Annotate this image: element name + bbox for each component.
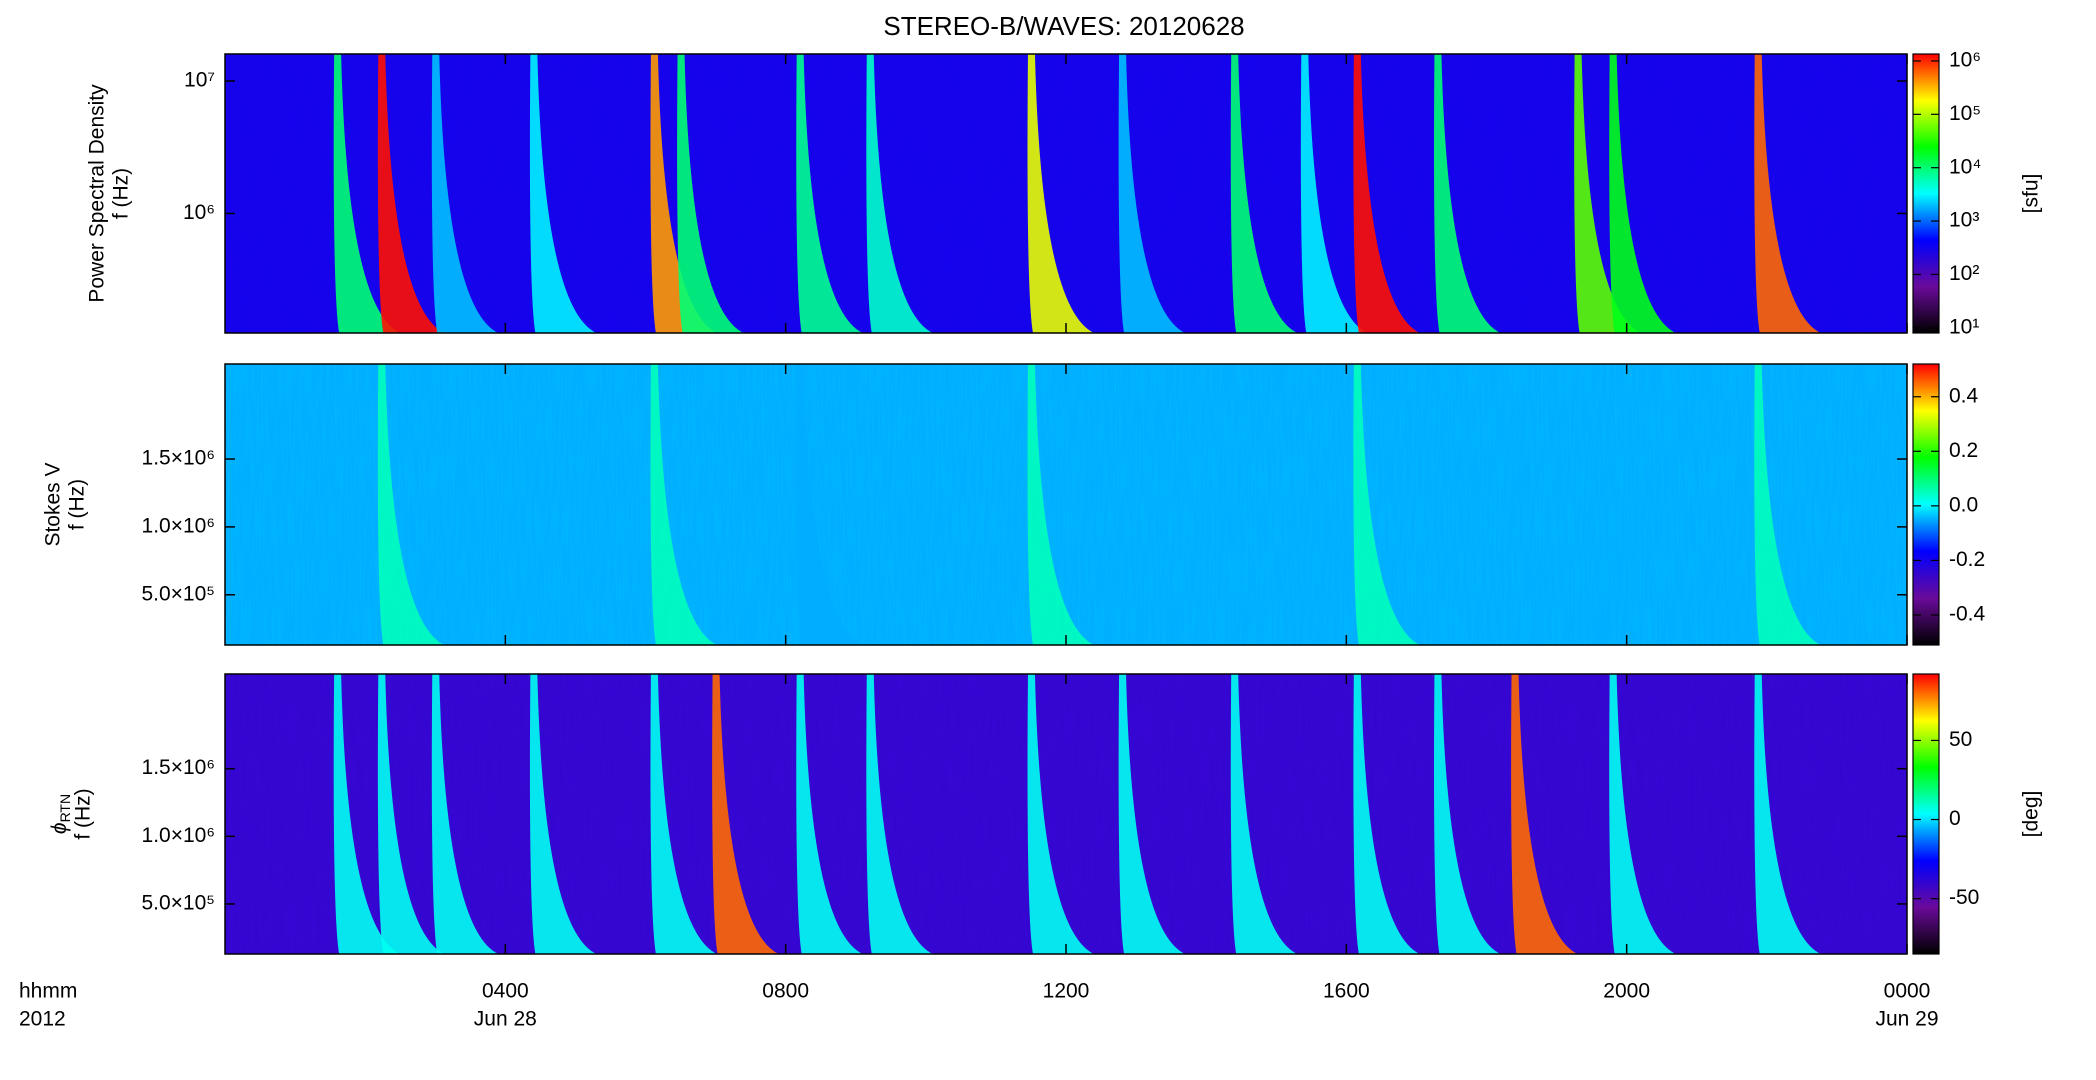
burst xyxy=(1574,54,1641,333)
colorbar-tick-label: 10⁴ xyxy=(1949,155,1981,178)
y-tick-label: 1.0×10⁶ xyxy=(142,514,215,537)
x-axis-label: hhmm xyxy=(19,980,77,1003)
burst xyxy=(377,364,445,645)
panel xyxy=(225,54,1907,333)
burst xyxy=(1230,674,1298,954)
burst xyxy=(1027,54,1095,333)
y-tick-label: 5.0×10⁵ xyxy=(141,582,215,605)
colorbar-label: [sfu] xyxy=(2020,174,2043,214)
y-axis-label-symbol: ϕ xyxy=(48,822,71,834)
y-axis-label-subscript: RTN xyxy=(57,794,73,823)
burst xyxy=(650,364,717,645)
burst xyxy=(1754,54,1821,333)
colorbar xyxy=(1912,363,1940,646)
burst xyxy=(1433,674,1501,954)
noise-texture xyxy=(225,674,1907,954)
panel xyxy=(225,364,1907,645)
x-tick-label: 0800 xyxy=(762,980,809,1003)
burst xyxy=(650,54,717,333)
x-tick-label: 1200 xyxy=(1043,980,1090,1003)
y-axis-label-unit: f (Hz) xyxy=(72,788,95,839)
y-tick-label: 1.0×10⁶ xyxy=(142,824,215,847)
burst xyxy=(1609,54,1676,333)
y-tick-label: 10⁶ xyxy=(183,201,215,224)
x-tick-label: 2000 xyxy=(1603,980,1650,1003)
burst xyxy=(1118,674,1186,954)
burst xyxy=(1433,54,1501,333)
colorbar-tick-label: 10³ xyxy=(1949,209,1979,232)
y-axis-label: ϕRTN xyxy=(48,794,73,834)
y-tick-label: 5.0×10⁵ xyxy=(141,891,215,914)
burst xyxy=(866,674,933,954)
x-date-label: Jun 28 xyxy=(474,1008,537,1031)
y-axis-label: Power Spectral Density xyxy=(86,84,109,303)
burst xyxy=(712,674,779,954)
burst xyxy=(529,674,597,954)
burst xyxy=(1027,364,1095,645)
colorbar-tick-label: 50 xyxy=(1949,728,1972,751)
colorbar-tick-label: 10¹ xyxy=(1949,315,1979,338)
noise-texture xyxy=(225,364,1907,645)
burst xyxy=(377,54,445,333)
burst xyxy=(796,54,863,333)
burst xyxy=(1511,674,1578,954)
y-axis-label: Stokes V xyxy=(42,462,65,546)
burst xyxy=(431,674,499,954)
burst xyxy=(1118,54,1186,333)
burst xyxy=(866,54,933,333)
colorbar-tick-label: 10⁶ xyxy=(1949,49,1981,72)
colorbar-tick-label: 0 xyxy=(1949,807,1961,830)
colorbar-tick-label: -50 xyxy=(1949,886,1979,909)
colorbar xyxy=(1912,53,1940,334)
x-tick-label: 1600 xyxy=(1323,980,1370,1003)
y-axis-label-unit: f (Hz) xyxy=(66,479,89,530)
colorbar-tick-label: 0.4 xyxy=(1949,384,1979,407)
burst xyxy=(1027,674,1095,954)
burst xyxy=(1754,364,1821,645)
burst xyxy=(1353,364,1420,645)
colorbar-tick-label: 0.2 xyxy=(1949,439,1978,462)
burst xyxy=(377,674,445,954)
burst xyxy=(431,54,499,333)
burst xyxy=(1230,54,1298,333)
x-tick-label: 0000 xyxy=(1884,980,1931,1003)
y-axis-label-unit: f (Hz) xyxy=(110,168,133,219)
burst xyxy=(529,54,597,333)
noise-texture xyxy=(225,54,1907,333)
colorbar-label: [deg] xyxy=(2020,791,2043,838)
burst xyxy=(1609,674,1676,954)
y-tick-label: 1.5×10⁶ xyxy=(142,447,215,470)
burst xyxy=(796,364,863,645)
y-tick-label: 10⁷ xyxy=(184,69,215,92)
burst xyxy=(333,54,401,333)
burst xyxy=(677,54,744,333)
colorbar xyxy=(1912,673,1940,955)
burst xyxy=(1300,54,1368,333)
burst xyxy=(1353,674,1420,954)
burst xyxy=(333,674,401,954)
colorbar-tick-label: 0.0 xyxy=(1949,493,1978,516)
burst xyxy=(1754,674,1821,954)
colorbar-tick-label: 10⁵ xyxy=(1949,102,1981,125)
burst xyxy=(650,674,717,954)
colorbar-tick-label: -0.4 xyxy=(1949,603,1986,626)
burst xyxy=(796,674,863,954)
colorbar-tick-label: 10² xyxy=(1949,262,1979,285)
x-axis-year: 2012 xyxy=(19,1008,66,1031)
y-tick-label: 1.5×10⁶ xyxy=(142,756,215,779)
x-tick-label: 0400 xyxy=(482,980,529,1003)
burst xyxy=(1353,54,1420,333)
chart-title: STEREO-B/WAVES: 20120628 xyxy=(883,11,1244,41)
colorbar-tick-label: -0.2 xyxy=(1949,548,1985,571)
x-date-label: Jun 29 xyxy=(1875,1008,1938,1031)
panel xyxy=(225,674,1907,954)
